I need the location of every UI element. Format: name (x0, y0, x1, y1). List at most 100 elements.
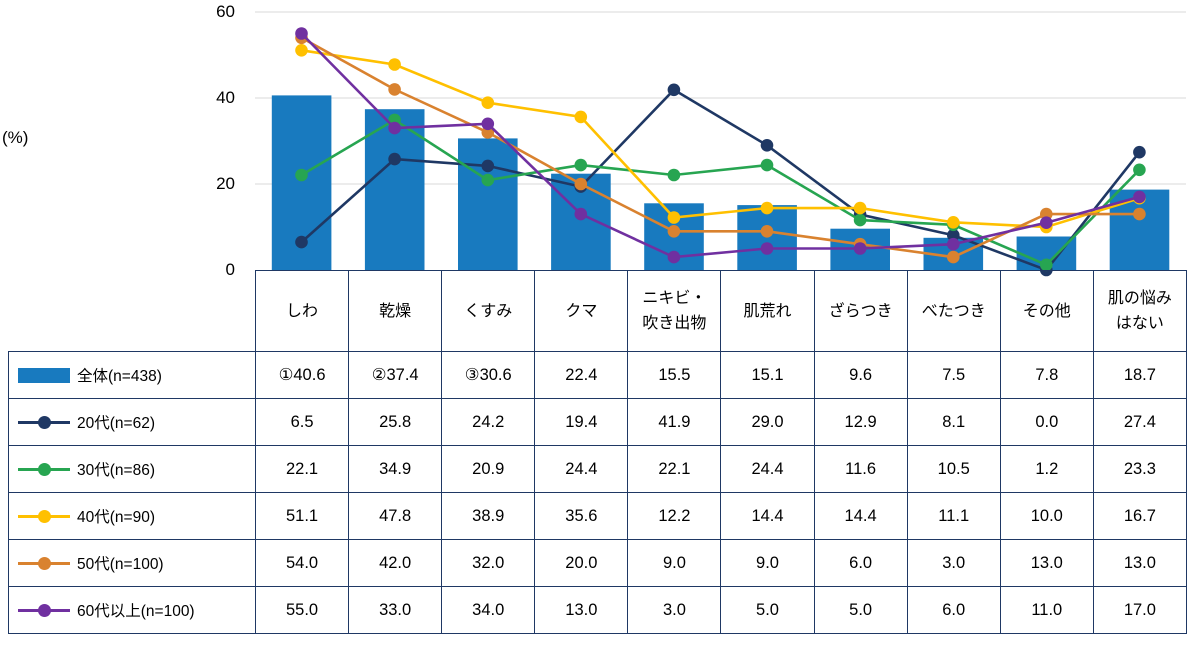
marker-series-5-cat-4 (667, 250, 681, 264)
marker-series-2-cat-6 (853, 213, 867, 227)
value-cell: 8.1 (906, 398, 1001, 446)
category-header-cell-0: しわ (254, 270, 350, 352)
category-header-line: ざらつき (828, 302, 893, 320)
value-cell: 15.5 (627, 351, 722, 399)
table-row-0: 全体(n=438) ①40.6 ②37.4 ③30.6 22.4 15.5 15.1 9.6 7… (8, 351, 1187, 399)
value-cell: 11.0 (999, 586, 1094, 634)
y-tick-label: 40 (216, 88, 235, 107)
value-cell: 16.7 (1092, 492, 1187, 540)
series-label: 30代(n=86) (77, 462, 155, 479)
category-header-row: しわ 乾燥 くすみ クマ ニキビ・ 吹き出物 肌荒れ ざらつき べたつき その他 肌の悩み はない (9, 270, 1187, 352)
value-cell: 0.0 (999, 398, 1094, 446)
value-cell: 5.0 (813, 586, 908, 634)
value-cell: 7.8 (999, 351, 1094, 399)
y-tick-label: 60 (216, 2, 235, 21)
marker-series-1-cat-2 (481, 159, 495, 173)
value-cell: 33.0 (348, 586, 443, 634)
marker-series-4-cat-4 (667, 225, 681, 238)
line-series-5 (300, 32, 1140, 259)
chart-plot-area (255, 11, 1186, 277)
category-header-cell-6: ざらつき (813, 270, 908, 352)
table-row-4: 50代(n=100) 54.0 42.0 32.0 20.0 9.0 9.0 6.0 3.0 13… (8, 539, 1187, 587)
value-cell: 32.0 (441, 539, 536, 587)
marker-series-2-cat-0 (295, 168, 308, 182)
marker-series-4-cat-1 (388, 83, 401, 96)
category-header-line: しわ (286, 302, 319, 320)
marker-series-5-cat-9 (1133, 190, 1146, 204)
value-cell: ③30.6 (441, 351, 536, 399)
marker-series-3-cat-1 (388, 58, 401, 71)
legend-cell-2: 30代(n=86) (8, 445, 256, 493)
category-header-line: 肌荒れ (743, 302, 792, 320)
value-cell: 22.1 (254, 445, 350, 493)
marker-series-1-cat-1 (388, 152, 401, 166)
y-tick-label: 0 (225, 260, 235, 279)
value-cell: 11.1 (906, 492, 1001, 540)
marker-series-5-cat-5 (760, 242, 774, 255)
value-cell: 15.1 (720, 351, 815, 399)
marker-series-3-cat-0 (295, 44, 308, 57)
category-header-line: くすみ (464, 302, 513, 320)
legend-cell-0: 全体(n=438) (8, 351, 256, 399)
value-cell: 7.5 (906, 351, 1001, 399)
category-header-line: その他 (1022, 302, 1071, 320)
value-cell: 10.0 (999, 492, 1094, 540)
value-cell: 3.0 (906, 539, 1001, 587)
value-cell: 1.2 (999, 445, 1094, 493)
legend-marker (38, 416, 51, 429)
value-cell: 41.9 (627, 398, 722, 446)
value-cell: 6.5 (254, 398, 350, 446)
marker-series-3-cat-3 (574, 110, 588, 124)
value-cell: 14.4 (720, 492, 815, 540)
value-cell: 24.2 (441, 398, 536, 446)
value-cell: 23.3 (1092, 445, 1187, 493)
value-cell: 54.0 (254, 539, 350, 587)
value-cell: 9.0 (627, 539, 722, 587)
value-cell: 14.4 (813, 492, 908, 540)
bar-series-0-cat-2 (458, 138, 518, 270)
value-cell: ②37.4 (348, 351, 443, 399)
marker-series-3-cat-5 (760, 201, 774, 215)
marker-series-5-cat-3 (574, 207, 588, 221)
series-label: 40代(n=90) (77, 509, 155, 526)
marker-series-2-cat-8 (1040, 258, 1053, 272)
value-cell: 17.0 (1092, 586, 1187, 634)
marker-series-3-cat-6 (853, 201, 867, 215)
value-cell: 20.9 (441, 445, 536, 493)
series-label: 20代(n=62) (77, 415, 155, 432)
bar-series-0-cat-1 (364, 109, 425, 270)
category-header-cell-5: 肌荒れ (720, 270, 815, 352)
series-label: 60代以上(n=100) (77, 603, 195, 620)
marker-series-5-cat-6 (853, 242, 867, 255)
line-series-2 (300, 118, 1141, 267)
marker-series-4-cat-5 (760, 225, 774, 238)
value-cell: 42.0 (348, 539, 443, 587)
value-cell: 3.0 (627, 586, 722, 634)
legend-cell-5: 60代以上(n=100) (8, 586, 256, 634)
legend-cell-4: 50代(n=100) (8, 539, 256, 587)
value-cell: 18.7 (1092, 351, 1187, 399)
marker-series-5-cat-1 (388, 121, 401, 135)
legend-line-swatch (18, 509, 70, 524)
value-cell: 51.1 (254, 492, 350, 540)
value-cell: 55.0 (254, 586, 350, 634)
value-cell: 34.9 (348, 445, 443, 493)
table-row-2: 30代(n=86) 22.1 34.9 20.9 24.4 22.1 24.4 11.6 10.… (8, 445, 1187, 493)
category-header-cell-9: 肌の悩み はない (1092, 270, 1187, 352)
legend-line-swatch (18, 415, 70, 430)
legend-line-swatch (18, 603, 70, 618)
legend-marker (38, 463, 51, 476)
table-row-3: 40代(n=90) 51.1 47.8 38.9 35.6 12.2 14.4 14.4 11.… (8, 492, 1187, 540)
value-cell: 6.0 (906, 586, 1001, 634)
legend-marker (38, 510, 51, 523)
legend-marker (38, 604, 51, 617)
marker-series-4-cat-9 (1133, 207, 1146, 221)
value-cell: 27.4 (1092, 398, 1187, 446)
value-cell: 5.0 (720, 586, 815, 634)
legend-line-swatch (18, 556, 70, 571)
legend-marker (38, 557, 51, 570)
category-header-line: クマ (565, 302, 598, 320)
value-cell: 38.9 (441, 492, 536, 540)
corner-cell (9, 271, 256, 352)
